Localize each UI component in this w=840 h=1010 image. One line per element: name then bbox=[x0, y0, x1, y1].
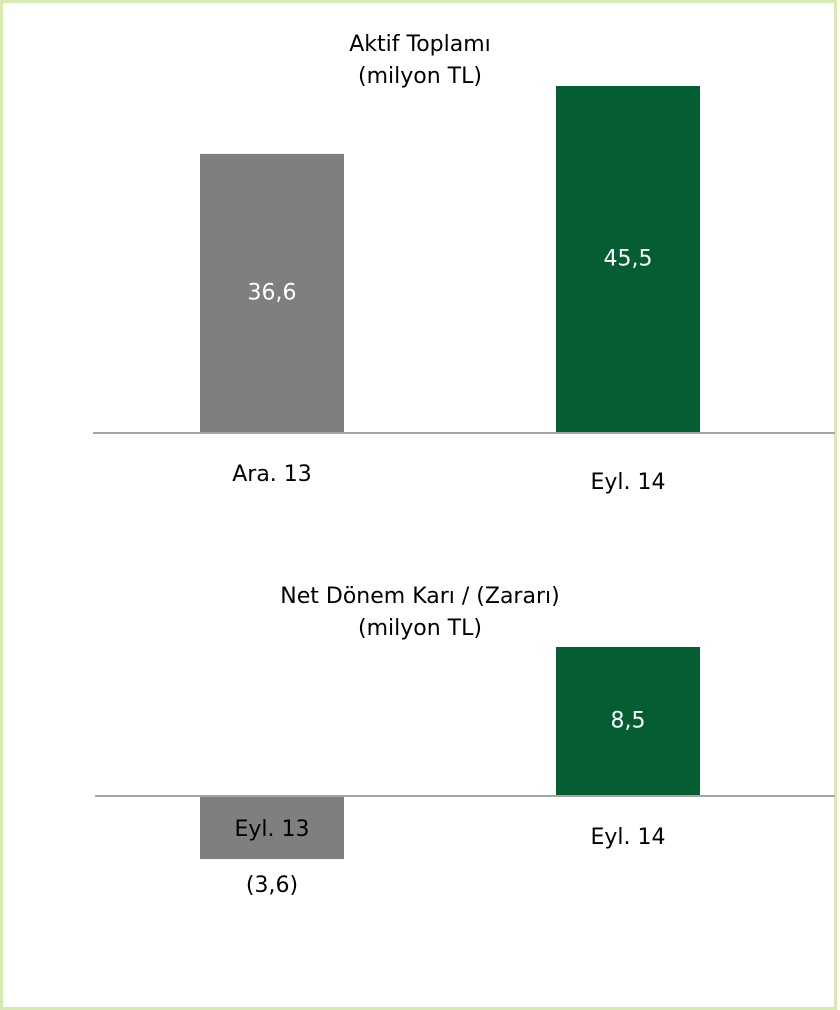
category-label: Eyl. 14 bbox=[590, 470, 665, 495]
chart-title: Net Dönem Karı / (Zararı) bbox=[280, 584, 559, 609]
chart-title: Aktif Toplamı bbox=[349, 32, 491, 57]
bar bbox=[200, 153, 344, 433]
category-label: Eyl. 13 bbox=[234, 817, 309, 842]
category-label: Eyl. 14 bbox=[590, 825, 665, 850]
bar bbox=[200, 796, 344, 860]
bar bbox=[556, 86, 700, 433]
chart-subtitle: (milyon TL) bbox=[358, 616, 482, 641]
value-label: 36,6 bbox=[248, 280, 297, 305]
value-label: 45,5 bbox=[604, 247, 653, 272]
chart-subtitle: (milyon TL) bbox=[358, 64, 482, 89]
value-label: (3,6) bbox=[246, 873, 298, 898]
category-label: Ara. 13 bbox=[232, 462, 312, 487]
value-label: 8,5 bbox=[611, 709, 646, 734]
bar bbox=[556, 647, 700, 796]
